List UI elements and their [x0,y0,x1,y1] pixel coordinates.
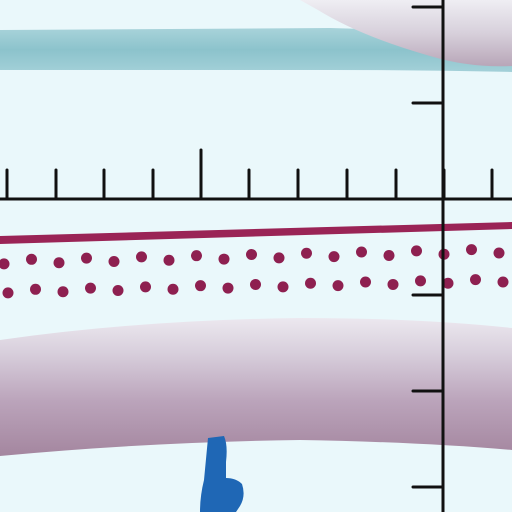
ruler-axis-vertical [411,0,445,512]
band-dot [360,276,371,288]
band-dot [411,245,422,257]
band-dot [53,257,65,269]
band-dot [246,248,257,260]
band-dot [140,281,151,293]
band-dot [195,280,206,292]
band-dot [26,253,37,265]
mauve-band [0,318,512,456]
band-dot [85,282,96,294]
band-dot [222,282,234,294]
band-dot [301,247,312,259]
band-dot [356,246,367,258]
band-dot [108,255,120,267]
band-dot [305,277,316,289]
mauve-blob-top [300,0,512,67]
band-dot [273,252,285,264]
band-dot [136,251,147,263]
band-dot [218,253,230,265]
band-dot [2,287,14,299]
band-dot [497,276,509,288]
band-dot [57,286,69,298]
band-dot [167,283,179,295]
band-dot [493,247,505,259]
band-dot [387,278,399,290]
band-dot [442,277,454,289]
band-dot [415,275,426,287]
ruler-axis-horizontal [0,148,512,201]
band-dot [250,278,261,290]
band-dot [470,274,481,286]
band-dot [383,249,395,261]
band-dot [81,252,92,264]
band-dot [328,251,340,263]
maroon-stripe [0,222,512,244]
band-dot [112,284,124,296]
band-dot [277,281,289,293]
band-dot [332,280,344,292]
band-dot [30,283,41,295]
band-dot [466,244,477,256]
band-dot [163,254,175,266]
band-dot [191,250,202,262]
band-dot [0,258,10,270]
dotted-band [0,244,509,299]
blue-shape [200,436,244,512]
